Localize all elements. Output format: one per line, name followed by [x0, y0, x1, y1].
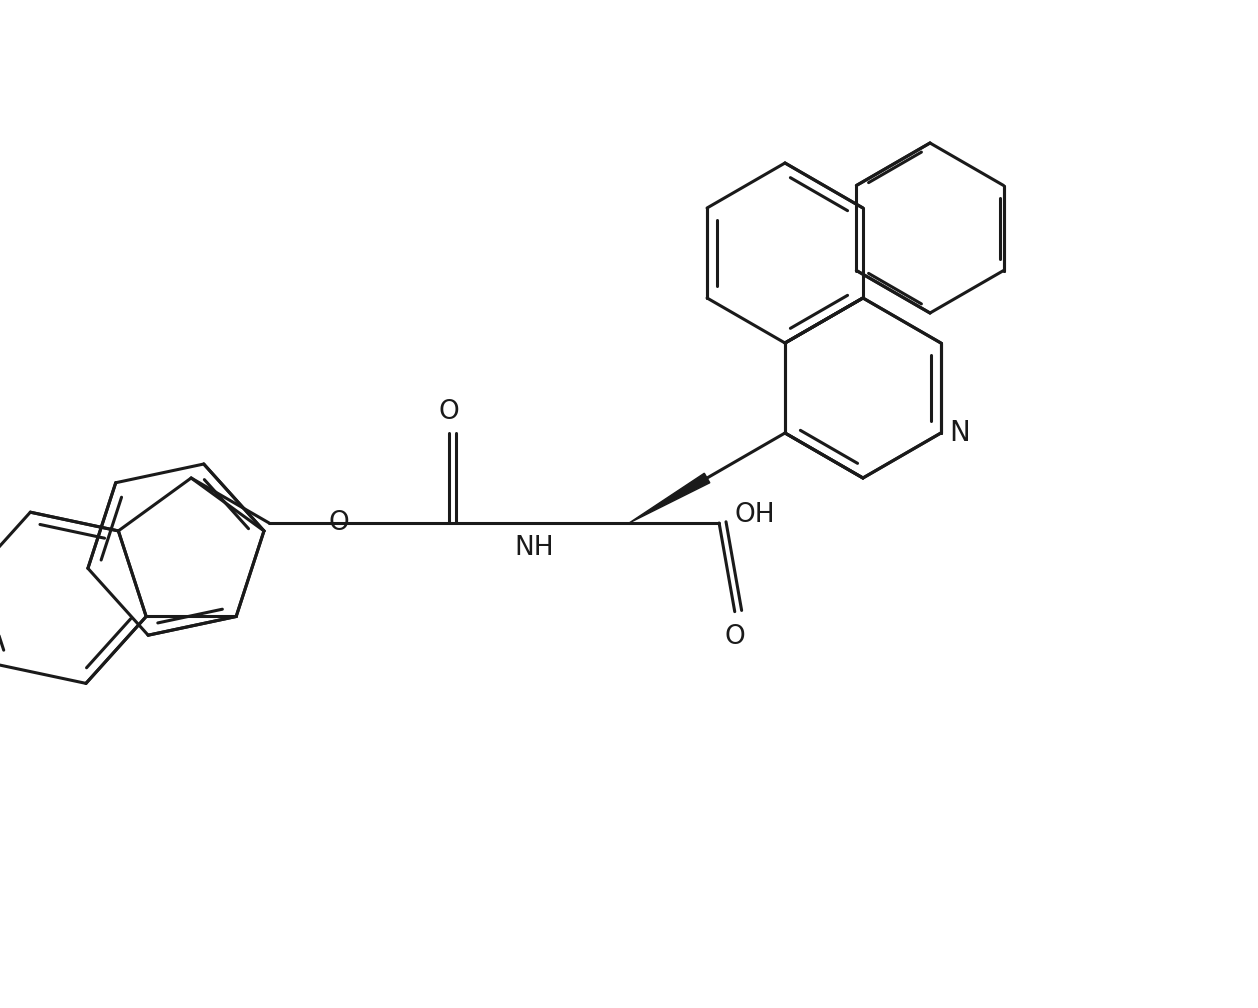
Text: O: O: [725, 624, 745, 649]
Text: O: O: [328, 510, 350, 536]
Text: OH: OH: [735, 502, 775, 528]
Text: O: O: [439, 399, 459, 425]
Polygon shape: [629, 473, 710, 523]
Text: NH: NH: [515, 535, 554, 561]
Text: N: N: [949, 419, 970, 447]
